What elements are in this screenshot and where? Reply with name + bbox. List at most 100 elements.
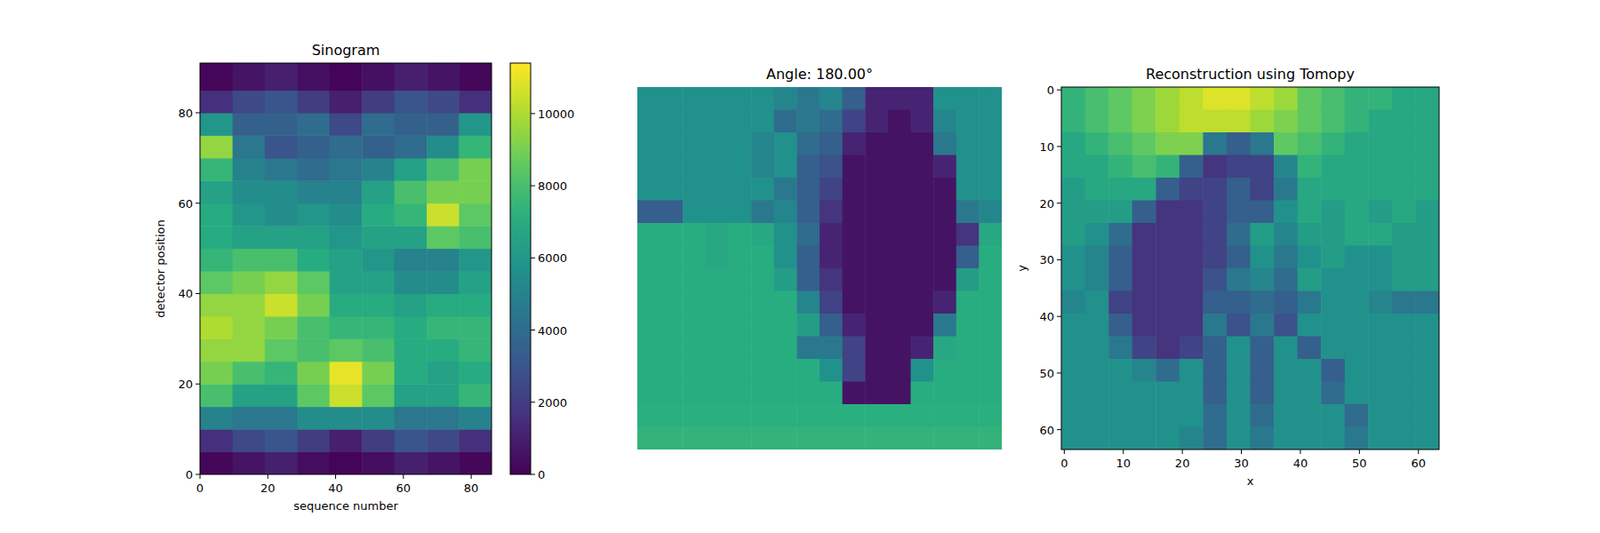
cell [1392, 223, 1416, 247]
cell [264, 180, 298, 204]
cell [1368, 382, 1392, 406]
cell [705, 404, 729, 428]
cell [1202, 200, 1227, 224]
cell [394, 158, 428, 182]
cell [329, 429, 363, 453]
cell [1392, 177, 1416, 201]
cell [1392, 427, 1416, 451]
cell [819, 155, 843, 179]
cell [361, 248, 395, 272]
cell [1155, 87, 1180, 111]
cell [200, 248, 233, 272]
cell [458, 180, 492, 204]
cell [888, 382, 912, 406]
cell [682, 155, 706, 179]
colorbar-tick [530, 329, 536, 331]
cell [296, 225, 330, 249]
cell [978, 246, 1002, 270]
cell [751, 336, 775, 360]
cell [200, 112, 233, 136]
cell [232, 384, 266, 408]
cell [1297, 155, 1322, 179]
cell [978, 291, 1002, 315]
y-tick-label: 80 [177, 106, 193, 120]
cell [1155, 177, 1180, 201]
cell [1155, 132, 1180, 156]
cell [728, 268, 752, 292]
cell [1297, 87, 1322, 111]
cell [1344, 177, 1369, 201]
cell [637, 177, 661, 201]
cell [911, 336, 935, 360]
cell [1202, 404, 1227, 428]
x-tick [200, 474, 201, 480]
cell [1250, 291, 1275, 315]
cell [296, 135, 330, 159]
cell [1344, 155, 1369, 179]
cell [1132, 291, 1157, 315]
cell [864, 291, 888, 315]
cell [842, 110, 866, 134]
cell [660, 110, 684, 134]
cell [660, 268, 684, 292]
cell [956, 382, 980, 406]
cell [637, 155, 661, 179]
cell [1392, 132, 1416, 156]
cell [1108, 427, 1133, 451]
cell [1415, 200, 1440, 224]
cell [1368, 132, 1392, 156]
cell [888, 246, 912, 270]
cell [200, 452, 233, 475]
cell [1415, 268, 1440, 292]
cell [1155, 427, 1180, 451]
cell [978, 313, 1002, 337]
colorbar-tick [530, 474, 536, 476]
cell [361, 271, 395, 295]
cell [200, 90, 233, 114]
cell [911, 200, 935, 224]
cell [1344, 200, 1369, 224]
cell [864, 110, 888, 134]
cell [1226, 313, 1251, 337]
cell [1226, 382, 1251, 406]
cell [842, 336, 866, 360]
cell [705, 110, 729, 134]
cell [200, 271, 233, 295]
cell [888, 110, 912, 134]
cell [1297, 110, 1322, 134]
cell [1320, 223, 1345, 247]
cell [458, 225, 492, 249]
cell [1179, 246, 1204, 270]
cell [774, 291, 798, 315]
cell [956, 336, 980, 360]
cell [1320, 87, 1345, 111]
cell [1108, 404, 1133, 428]
cell [264, 135, 298, 159]
cell [458, 203, 492, 227]
cell [1250, 359, 1275, 383]
cell [888, 313, 912, 337]
cell [1085, 359, 1110, 383]
cell [911, 87, 935, 111]
cell [1415, 132, 1440, 156]
cell [682, 110, 706, 134]
cell [264, 112, 298, 136]
cell [1132, 177, 1157, 201]
cell [682, 177, 706, 201]
cell [1273, 404, 1298, 428]
cell [200, 338, 233, 362]
cell [751, 382, 775, 406]
cell [819, 291, 843, 315]
cell [329, 293, 363, 317]
cell [426, 452, 460, 475]
cell [819, 313, 843, 337]
cell [842, 246, 866, 270]
cell [232, 135, 266, 159]
cell [1202, 336, 1227, 360]
colorbar-tick [530, 257, 536, 259]
cell [978, 359, 1002, 383]
cell [637, 313, 661, 337]
cell [796, 155, 820, 179]
cell [819, 223, 843, 247]
cell [1108, 313, 1133, 337]
